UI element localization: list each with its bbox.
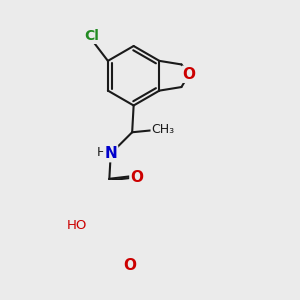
Text: CH₃: CH₃ <box>152 123 175 136</box>
Text: O: O <box>123 258 136 273</box>
Text: N: N <box>104 146 117 161</box>
Text: H: H <box>97 146 106 159</box>
Text: HO: HO <box>67 219 87 232</box>
Text: Cl: Cl <box>84 29 99 43</box>
Text: O: O <box>130 170 143 185</box>
Text: O: O <box>183 67 196 82</box>
